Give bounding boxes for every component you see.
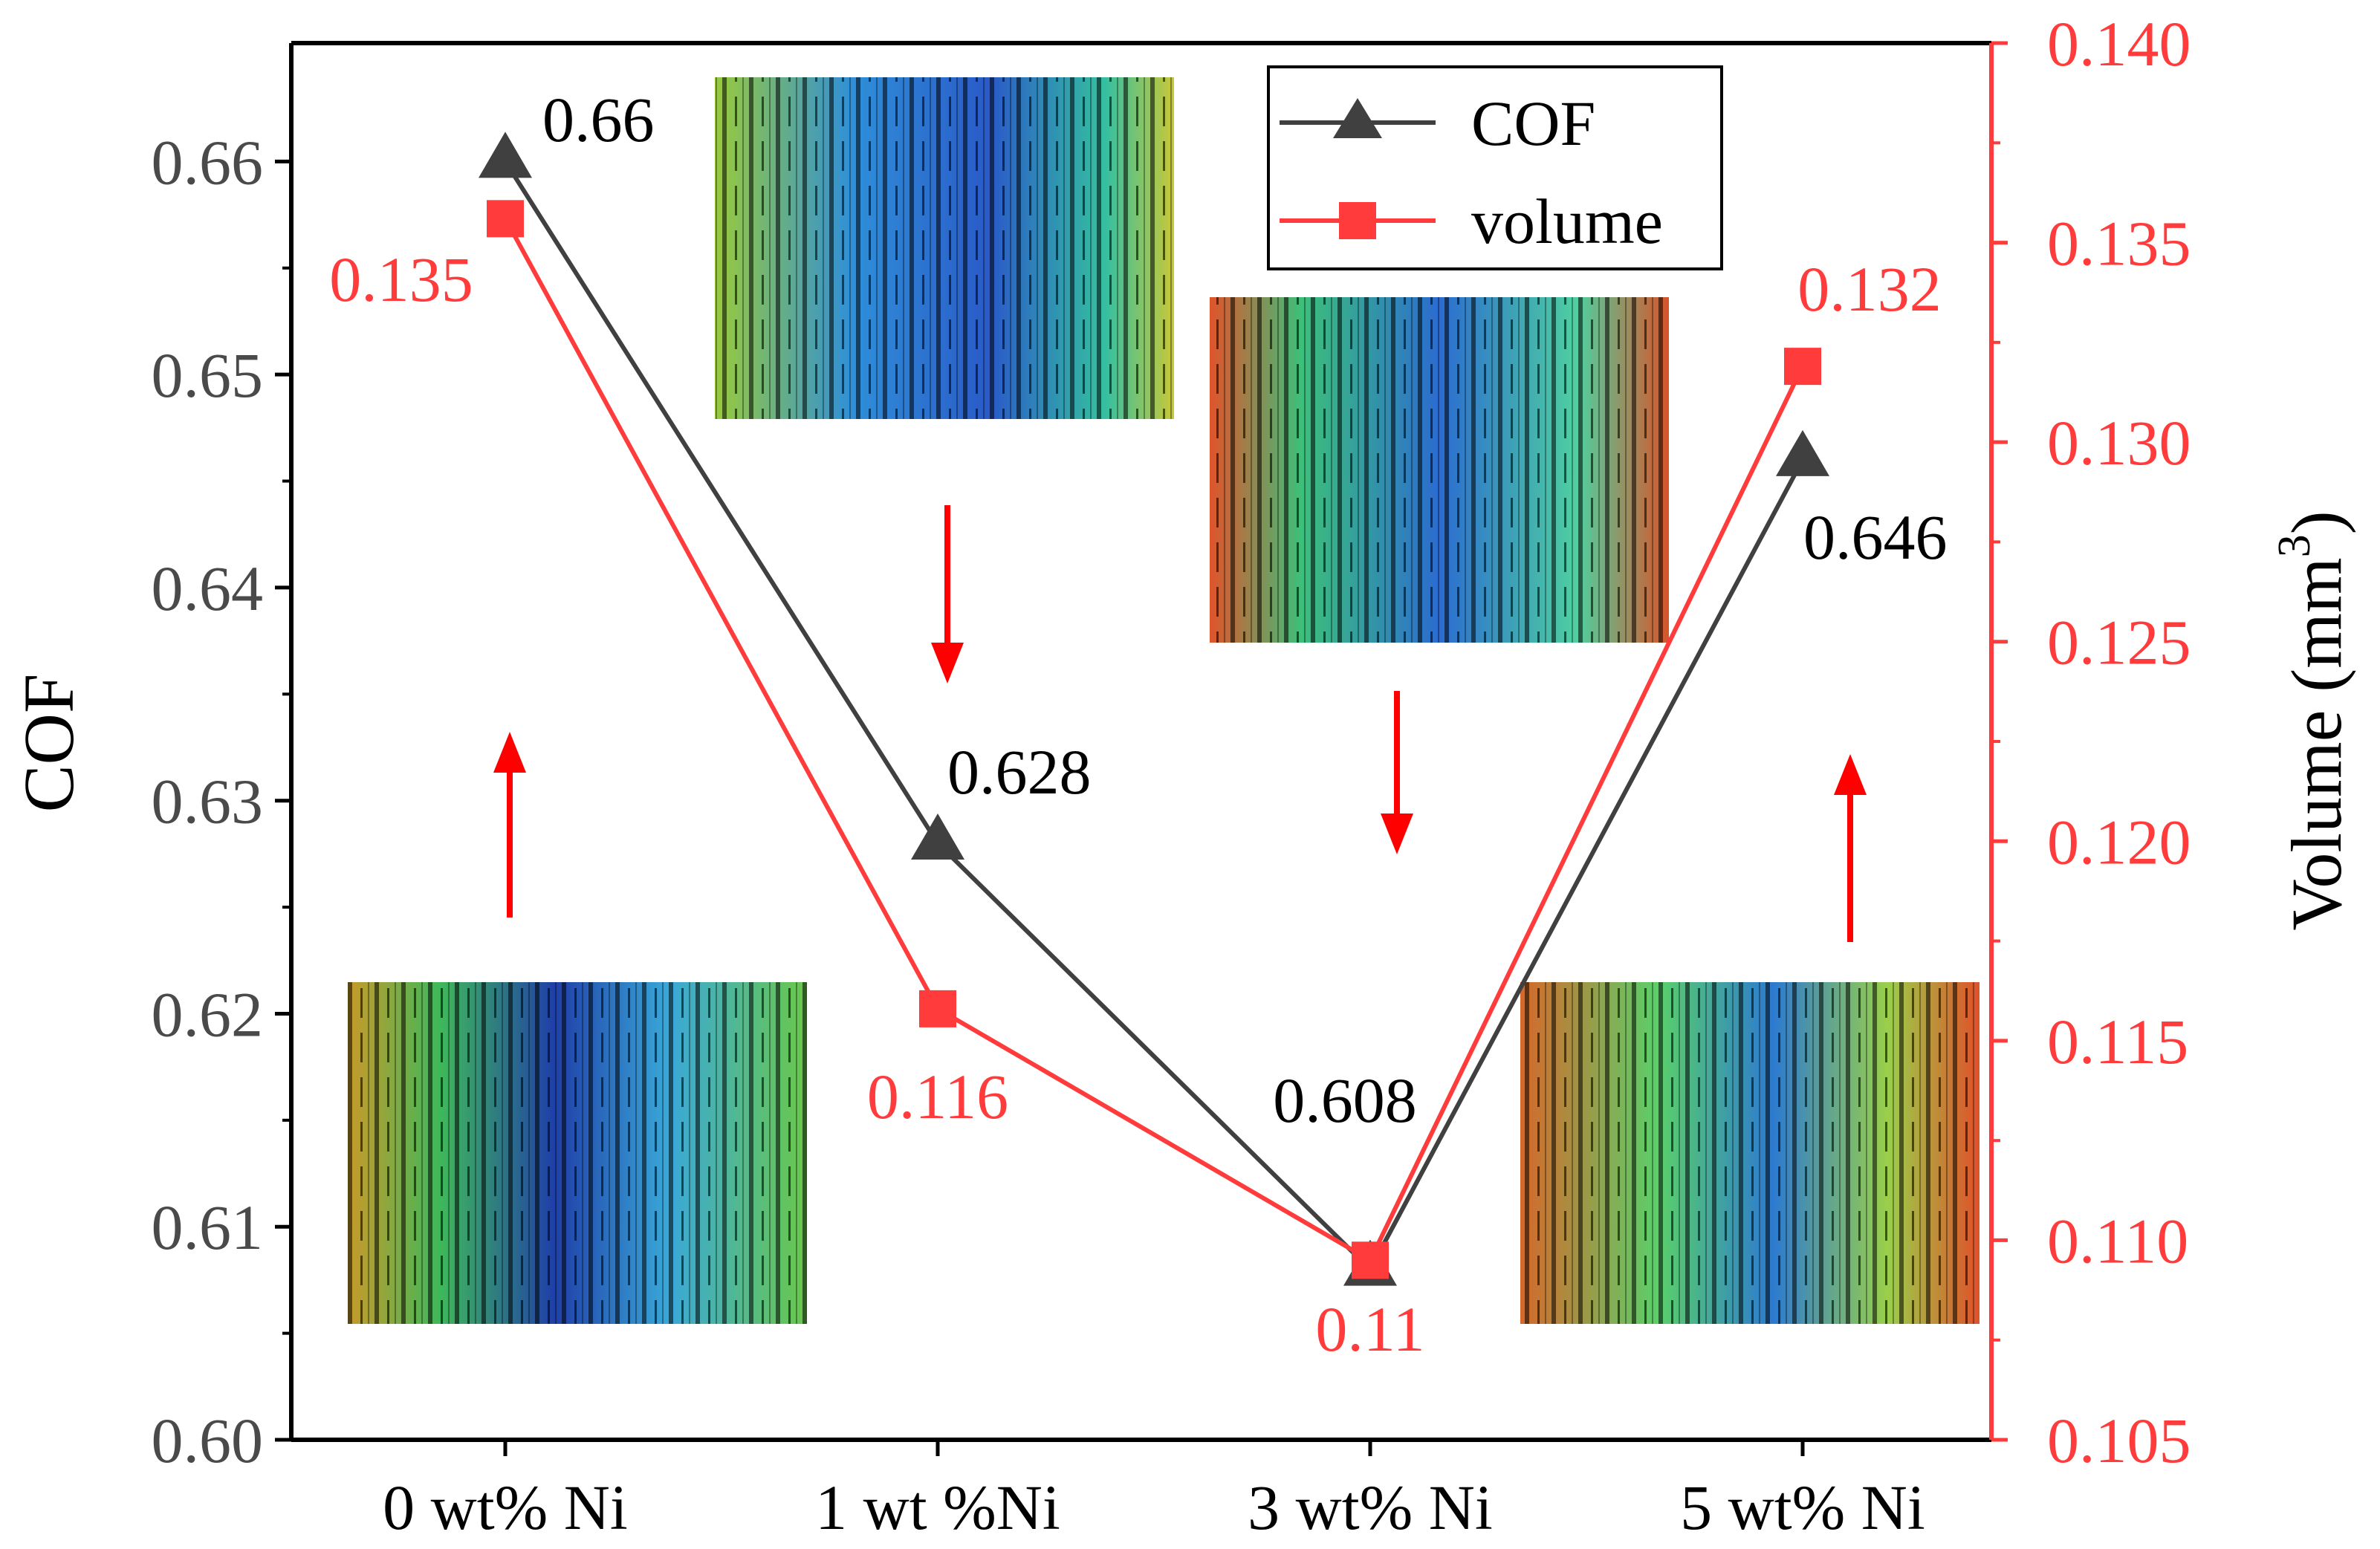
y2-axis-title-main: Volume (mm xyxy=(2277,557,2356,930)
inset-image-2 xyxy=(1210,297,1669,643)
cof-point-0 xyxy=(479,131,532,178)
volume-data-label: 0.135 xyxy=(329,244,473,315)
cof-data-label: 0.66 xyxy=(542,84,655,155)
volume-point-1 xyxy=(919,990,956,1027)
trend-arrow-head xyxy=(1381,814,1413,854)
volume-data-label: 0.116 xyxy=(867,1061,1008,1132)
y-tick-label: 0.62 xyxy=(152,978,264,1050)
volume-data-label: 0.11 xyxy=(1315,1293,1424,1365)
trend-arrow-up xyxy=(493,732,526,918)
volume-point-2 xyxy=(1352,1241,1389,1279)
trend-arrow-head xyxy=(493,732,526,773)
cof-data-label: 0.646 xyxy=(1803,501,1948,573)
legend-cof-label: COF xyxy=(1471,88,1595,159)
trend-arrow-head xyxy=(931,643,964,683)
trend-arrow-head xyxy=(1834,754,1867,795)
y-tick-label: 0.63 xyxy=(152,766,264,837)
y-tick-label: 0.61 xyxy=(152,1192,264,1263)
inset-image-streaks xyxy=(1210,297,1669,643)
x-tick-label: 5 wt% Ni xyxy=(1680,1472,1925,1543)
y-tick-label: 0.65 xyxy=(152,340,264,411)
inset-image-1 xyxy=(715,77,1174,419)
y2-tick-label: 0.125 xyxy=(2047,607,2191,678)
y-tick-label: 0.66 xyxy=(152,126,264,198)
y2-tick-label: 0.130 xyxy=(2047,407,2191,478)
series-line-volume xyxy=(503,217,1805,1264)
y2-tick-label: 0.115 xyxy=(2047,1006,2188,1077)
legend-volume-marker xyxy=(1339,202,1376,239)
cof-data-label: 0.628 xyxy=(947,736,1092,808)
x-tick-label: 3 wt% Ni xyxy=(1248,1472,1493,1543)
trend-arrow-down xyxy=(931,505,964,683)
cof-point-3 xyxy=(1776,429,1829,476)
inset-image-streaks xyxy=(715,77,1174,419)
x-tick-label: 0 wt% Ni xyxy=(383,1472,628,1543)
y2-tick-label: 0.140 xyxy=(2047,8,2191,79)
cof-point-1 xyxy=(911,814,964,860)
trend-arrow-down xyxy=(1381,691,1413,854)
y-tick-label: 0.60 xyxy=(152,1405,264,1476)
inset-image-streaks xyxy=(1520,982,1979,1324)
legend-cof-marker xyxy=(1333,98,1382,138)
y2-tick-label: 0.135 xyxy=(2047,208,2191,279)
y-axis-title: COF xyxy=(9,674,88,813)
trend-arrow-up xyxy=(1834,754,1867,942)
y2-tick-label: 0.110 xyxy=(2047,1205,2188,1276)
x-tick-label: 1 wt %Ni xyxy=(815,1472,1060,1543)
inset-image-0 xyxy=(348,982,807,1324)
y2-tick-label: 0.105 xyxy=(2047,1405,2191,1476)
cof-data-label: 0.608 xyxy=(1273,1065,1417,1136)
legend: COF volume xyxy=(1267,65,1723,270)
y2-axis-title: Volume (mm3) xyxy=(2269,510,2356,930)
y-tick-label: 0.64 xyxy=(152,553,264,624)
y2-axis-title-sup: 3 xyxy=(2269,534,2320,557)
inset-image-3 xyxy=(1520,982,1979,1324)
inset-image-streaks xyxy=(348,982,807,1324)
volume-data-label: 0.132 xyxy=(1797,253,1942,325)
y2-tick-label: 0.120 xyxy=(2047,806,2191,877)
series-line-cof xyxy=(503,160,1805,1273)
y2-axis-title-tail: ) xyxy=(2277,510,2356,534)
volume-point-3 xyxy=(1784,348,1821,386)
volume-point-0 xyxy=(487,200,524,238)
legend-volume-label: volume xyxy=(1471,186,1663,257)
